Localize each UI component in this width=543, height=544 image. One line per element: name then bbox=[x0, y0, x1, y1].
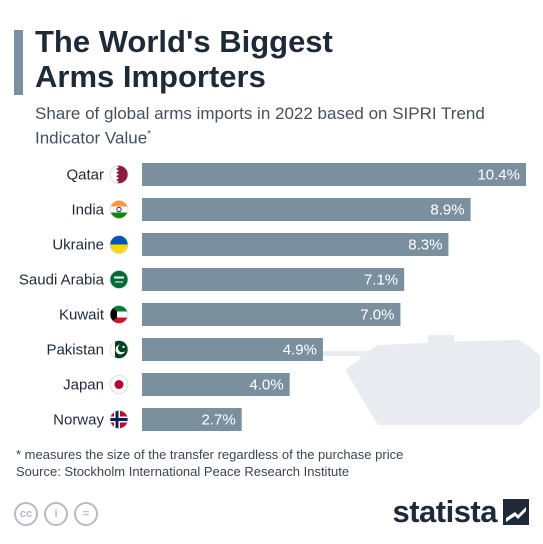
bar bbox=[142, 338, 323, 361]
category-label: Qatar bbox=[66, 167, 104, 184]
bar bbox=[142, 408, 242, 431]
license-icons: cc i = bbox=[14, 502, 98, 526]
norway-flag-icon bbox=[109, 410, 129, 429]
subtitle-footnote-mark: * bbox=[147, 129, 152, 140]
bar-value-label: 8.9% bbox=[430, 202, 464, 219]
attribution-icon: i bbox=[44, 502, 68, 526]
subtitle-text: Share of global arms imports in 2022 bas… bbox=[35, 104, 485, 148]
bar-value-label: 8.3% bbox=[408, 237, 442, 254]
bar-value-label: 10.4% bbox=[477, 167, 520, 184]
bar-value-label: 7.1% bbox=[364, 272, 398, 289]
statista-mark-icon bbox=[503, 499, 529, 525]
category-label: Ukraine bbox=[52, 237, 104, 254]
bar-value-label: 2.7% bbox=[201, 412, 235, 429]
bar bbox=[142, 373, 290, 396]
bar bbox=[142, 268, 405, 291]
bar-value-label: 4.0% bbox=[249, 377, 283, 394]
title-accent-bar bbox=[14, 30, 23, 95]
footnote-note: * measures the size of the transfer rega… bbox=[16, 447, 404, 462]
category-label: Japan bbox=[63, 377, 104, 394]
bar-value-label: 4.9% bbox=[283, 342, 317, 359]
bar-chart: 10.4% Qatar 8.9% India 8.3% Ukraine 7.1% Saudi … bbox=[19, 163, 540, 431]
bar bbox=[142, 233, 449, 256]
tank-silhouette bbox=[290, 335, 540, 425]
category-label: Norway bbox=[53, 412, 104, 429]
bar bbox=[142, 198, 471, 221]
bar-series: 10.4% Qatar 8.9% India 8.3% Ukraine 7.1% Saudi … bbox=[19, 163, 526, 431]
brand-name: statista bbox=[392, 494, 497, 529]
japan-flag-icon bbox=[109, 375, 129, 394]
saudi-arabia-flag-icon bbox=[109, 270, 129, 289]
ukraine-flag-icon bbox=[109, 235, 129, 254]
category-label: Pakistan bbox=[46, 342, 104, 359]
pakistan-flag-icon bbox=[109, 340, 129, 359]
category-label: Saudi Arabia bbox=[19, 272, 105, 289]
bar bbox=[142, 163, 526, 186]
no-derivatives-icon: = bbox=[74, 502, 98, 526]
qatar-flag-icon bbox=[109, 165, 129, 184]
footnote-source: Source: Stockholm International Peace Re… bbox=[16, 464, 350, 479]
kuwait-flag-icon bbox=[109, 305, 129, 324]
bar-value-label: 7.0% bbox=[360, 307, 394, 324]
cc-icon: cc bbox=[14, 502, 38, 526]
footnote: * measures the size of the transfer rega… bbox=[16, 446, 536, 480]
india-flag-icon bbox=[109, 200, 129, 219]
category-label: Kuwait bbox=[59, 307, 105, 324]
statista-logo[interactable]: statista bbox=[392, 494, 529, 530]
chart-title: The World's Biggest Arms Importers bbox=[35, 24, 333, 94]
chart-subtitle: Share of global arms imports in 2022 bas… bbox=[35, 103, 535, 149]
bar bbox=[142, 303, 401, 326]
category-label: India bbox=[71, 202, 104, 219]
